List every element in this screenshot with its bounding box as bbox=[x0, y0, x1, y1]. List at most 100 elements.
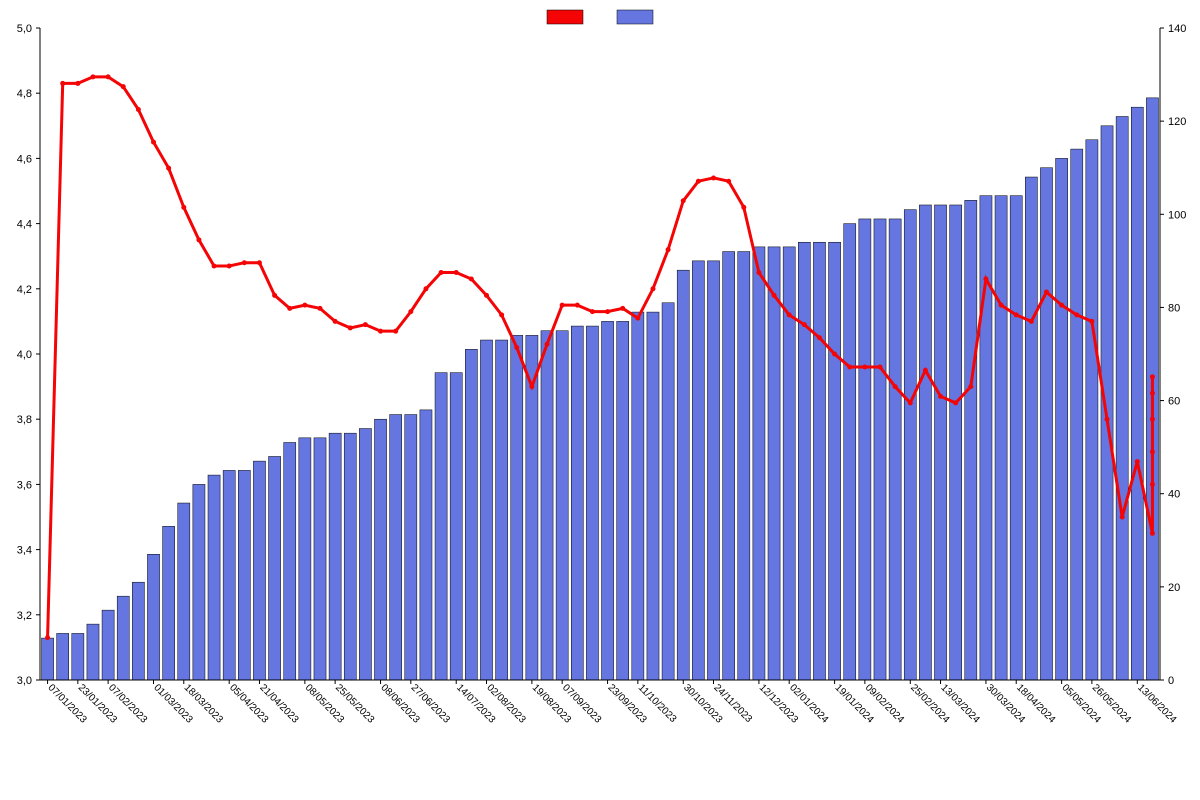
bar bbox=[980, 196, 992, 680]
bar bbox=[511, 335, 523, 680]
bar bbox=[617, 321, 629, 680]
line-marker bbox=[106, 74, 111, 79]
bar bbox=[768, 247, 780, 680]
line-marker bbox=[454, 270, 459, 275]
line-marker bbox=[1089, 319, 1094, 324]
bar bbox=[435, 373, 447, 680]
bar bbox=[420, 410, 432, 680]
line-marker bbox=[363, 322, 368, 327]
bar bbox=[995, 196, 1007, 680]
bar bbox=[163, 526, 175, 680]
y-right-tick: 40 bbox=[1168, 489, 1180, 501]
line-marker bbox=[287, 306, 292, 311]
bar bbox=[632, 312, 644, 680]
bar bbox=[1131, 107, 1143, 680]
y-right-tick: 100 bbox=[1168, 209, 1186, 221]
line-marker bbox=[878, 365, 883, 370]
bar bbox=[692, 261, 704, 680]
bar bbox=[269, 456, 281, 680]
bar bbox=[934, 205, 946, 680]
line-marker bbox=[590, 309, 595, 314]
line-marker bbox=[923, 368, 928, 373]
line-marker bbox=[499, 312, 504, 317]
bar bbox=[178, 503, 190, 680]
y-left-tick: 3,2 bbox=[17, 610, 32, 622]
y-right-tick: 0 bbox=[1168, 675, 1174, 687]
line-marker bbox=[1150, 417, 1155, 422]
bar bbox=[723, 252, 735, 680]
y-right-tick: 80 bbox=[1168, 302, 1180, 314]
line-marker bbox=[529, 384, 534, 389]
bar bbox=[299, 438, 311, 680]
bar bbox=[253, 461, 265, 680]
bar bbox=[571, 326, 583, 680]
chart-container: 3,03,23,43,63,84,04,24,44,64,85,00204060… bbox=[0, 0, 1200, 800]
line-marker bbox=[711, 175, 716, 180]
bar bbox=[859, 219, 871, 680]
bar bbox=[42, 638, 54, 680]
y-left-tick: 4,4 bbox=[17, 219, 32, 231]
line-marker bbox=[741, 205, 746, 210]
line-marker bbox=[302, 303, 307, 308]
y-right-tick: 20 bbox=[1168, 582, 1180, 594]
line-marker bbox=[983, 277, 988, 282]
y-left-tick: 4,6 bbox=[17, 153, 32, 165]
line-marker bbox=[802, 322, 807, 327]
bar bbox=[480, 340, 492, 680]
bar bbox=[738, 252, 750, 680]
line-marker bbox=[575, 303, 580, 308]
bar bbox=[904, 210, 916, 680]
bar bbox=[147, 554, 159, 680]
y-right-tick: 120 bbox=[1168, 116, 1186, 128]
y-left-tick: 3,6 bbox=[17, 479, 32, 491]
bar bbox=[223, 470, 235, 680]
bar bbox=[465, 349, 477, 680]
bar bbox=[829, 242, 841, 680]
line-marker bbox=[696, 179, 701, 184]
bar bbox=[798, 242, 810, 680]
line-marker bbox=[423, 286, 428, 291]
line-marker bbox=[136, 107, 141, 112]
line-marker bbox=[242, 260, 247, 265]
bar bbox=[677, 270, 689, 680]
line-marker bbox=[999, 303, 1004, 308]
line-marker bbox=[469, 277, 474, 282]
line-marker bbox=[1150, 449, 1155, 454]
line-marker bbox=[1074, 312, 1079, 317]
line-marker bbox=[151, 140, 156, 145]
line-marker bbox=[1014, 312, 1019, 317]
bar bbox=[889, 219, 901, 680]
y-left-tick: 3,4 bbox=[17, 545, 32, 557]
bar bbox=[556, 331, 568, 680]
y-right-tick: 140 bbox=[1168, 23, 1186, 35]
y-right-tick: 60 bbox=[1168, 396, 1180, 408]
bar bbox=[284, 442, 296, 680]
line-marker bbox=[605, 309, 610, 314]
bar bbox=[405, 415, 417, 680]
bar bbox=[238, 470, 250, 680]
bar bbox=[1010, 196, 1022, 680]
line-marker bbox=[681, 198, 686, 203]
line-marker bbox=[45, 635, 50, 640]
y-left-tick: 3,8 bbox=[17, 414, 32, 426]
line-marker bbox=[212, 263, 217, 268]
bar bbox=[374, 419, 386, 680]
bar bbox=[208, 475, 220, 680]
line-marker bbox=[817, 335, 822, 340]
line-marker bbox=[318, 306, 323, 311]
bar bbox=[586, 326, 598, 680]
line-marker bbox=[75, 81, 80, 86]
line-marker bbox=[772, 293, 777, 298]
line-marker bbox=[620, 306, 625, 311]
line-marker bbox=[832, 352, 837, 357]
line-marker bbox=[484, 293, 489, 298]
bar bbox=[57, 633, 69, 680]
y-left-tick: 4,8 bbox=[17, 88, 32, 100]
bar bbox=[359, 429, 371, 680]
bar bbox=[965, 200, 977, 680]
line-marker bbox=[560, 303, 565, 308]
bar bbox=[813, 242, 825, 680]
bar bbox=[844, 224, 856, 680]
bar bbox=[344, 433, 356, 680]
line-marker bbox=[272, 293, 277, 298]
